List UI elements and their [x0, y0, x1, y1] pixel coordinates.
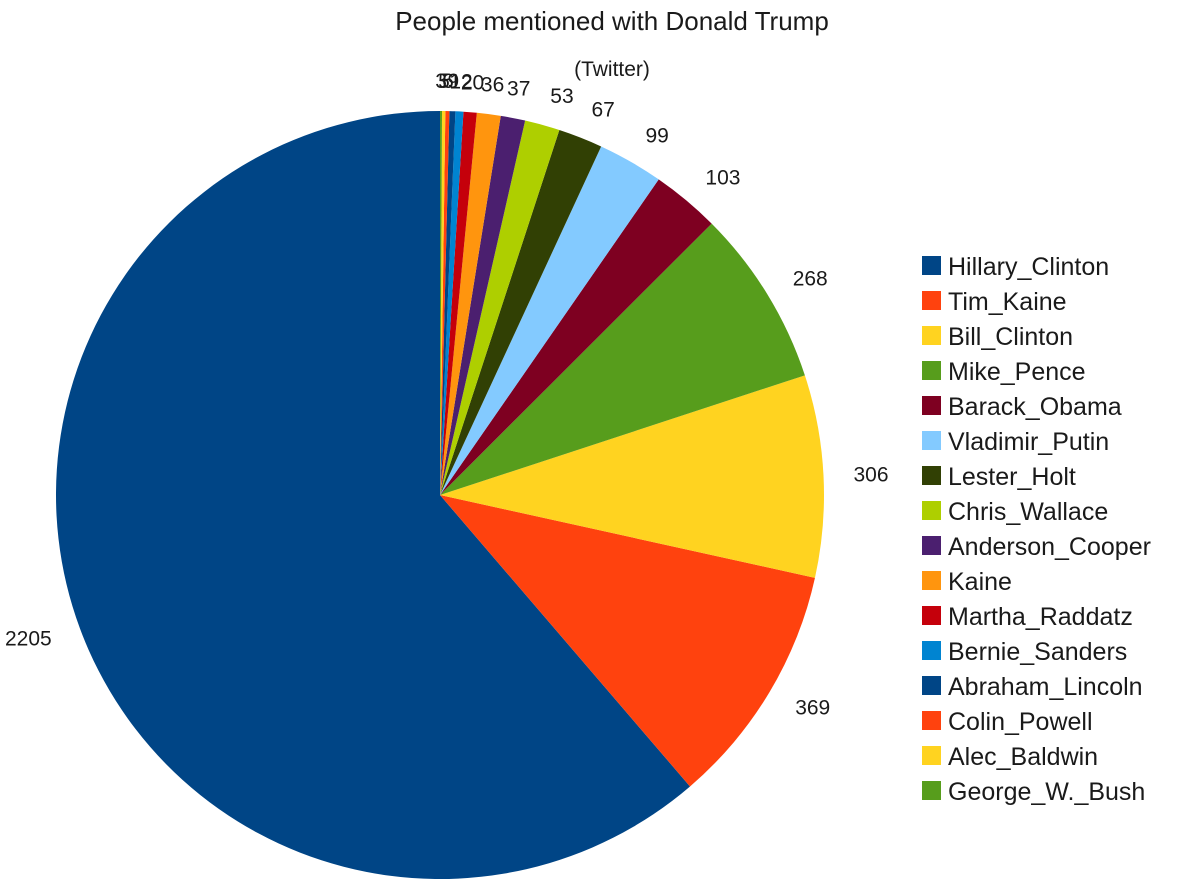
legend-swatch-bernie-sanders	[922, 641, 941, 660]
legend-swatch-bill-clinton	[922, 326, 941, 345]
legend-swatch-colin-powell	[922, 711, 941, 730]
pie-slice-martha-raddatz	[440, 111, 477, 495]
pie-slice-vladimir-putin	[440, 146, 659, 495]
pie-slice-bill-clinton	[440, 375, 824, 578]
value-label-colin-powell: 6	[442, 70, 454, 93]
value-label-bill-clinton: 306	[854, 463, 889, 486]
legend-label-george-w-bush: George_W._Bush	[948, 778, 1145, 806]
legend-swatch-martha-raddatz	[922, 606, 941, 625]
pie-slice-tim-kaine	[440, 495, 815, 787]
legend-label-vladimir-putin: Vladimir_Putin	[948, 428, 1109, 456]
value-label-vladimir-putin: 99	[646, 125, 669, 148]
legend-label-mike-pence: Mike_Pence	[948, 358, 1086, 386]
value-label-anderson-cooper: 37	[507, 78, 530, 101]
legend-swatch-lester-holt	[922, 466, 941, 485]
value-label-chris-wallace: 53	[550, 85, 573, 108]
legend-swatch-george-w-bush	[922, 781, 941, 800]
pie-slice-bernie-sanders	[440, 111, 464, 495]
legend-label-bernie-sanders: Bernie_Sanders	[948, 638, 1127, 666]
chart-subtitle: (Twitter)	[574, 58, 650, 81]
value-label-lester-holt: 67	[592, 99, 615, 122]
legend-swatch-vladimir-putin	[922, 431, 941, 450]
legend-label-abraham-lincoln: Abraham_Lincoln	[948, 673, 1143, 701]
value-label-george-w-bush: 3	[435, 70, 447, 93]
pie-slice-alec-baldwin	[440, 111, 446, 495]
legend-label-anderson-cooper: Anderson_Cooper	[948, 533, 1151, 561]
legend-label-colin-powell: Colin_Powell	[948, 708, 1093, 736]
pie-slice-barack-obama	[440, 179, 712, 495]
legend-label-kaine: Kaine	[948, 568, 1012, 596]
value-label-mike-pence: 268	[793, 267, 828, 290]
legend-swatch-hillary-clinton	[922, 256, 941, 275]
pie-slice-george-w-bush	[440, 111, 443, 495]
legend-label-lester-holt: Lester_Holt	[948, 463, 1076, 491]
pie-slice-colin-powell	[440, 111, 450, 495]
pie-slice-mike-pence	[440, 223, 805, 495]
legend-swatch-tim-kaine	[922, 291, 941, 310]
legend-label-alec-baldwin: Alec_Baldwin	[948, 743, 1098, 771]
legend-swatch-abraham-lincoln	[922, 676, 941, 695]
legend-swatch-barack-obama	[922, 396, 941, 415]
pie-slices	[55, 111, 824, 879]
legend-label-bill-clinton: Bill_Clinton	[948, 323, 1073, 351]
value-label-tim-kaine: 369	[795, 697, 830, 720]
legend-swatch-alec-baldwin	[922, 746, 941, 765]
value-label-kaine: 36	[481, 73, 504, 96]
legend-label-hillary-clinton: Hillary_Clinton	[948, 253, 1109, 281]
pie-slice-anderson-cooper	[440, 115, 526, 495]
legend-swatch-anderson-cooper	[922, 536, 941, 555]
legend-label-chris-wallace: Chris_Wallace	[948, 498, 1108, 526]
value-label-bernie-sanders: 12	[449, 71, 472, 94]
legend-swatch-kaine	[922, 571, 941, 590]
pie-slice-lester-holt	[440, 130, 602, 495]
legend: Hillary_Clinton Tim_Kaine Bill_Clinton Mike…	[922, 253, 1151, 806]
value-label-martha-raddatz: 20	[461, 71, 484, 94]
pie-slice-hillary-clinton	[55, 111, 691, 879]
value-label-barack-obama: 103	[705, 166, 740, 189]
legend-label-martha-raddatz: Martha_Raddatz	[948, 603, 1133, 631]
legend-swatch-chris-wallace	[922, 501, 941, 520]
pie-slice-chris-wallace	[440, 120, 560, 496]
value-label-abraham-lincoln: 9	[448, 70, 460, 93]
legend-label-tim-kaine: Tim_Kaine	[948, 288, 1067, 316]
legend-swatch-mike-pence	[922, 361, 941, 380]
value-label-alec-baldwin: 5	[438, 70, 450, 93]
value-label-hillary-clinton: 2205	[5, 628, 52, 651]
pie-slice-kaine	[440, 112, 501, 496]
pie-slice-abraham-lincoln	[440, 111, 456, 496]
chart-title: People mentioned with Donald Trump	[395, 6, 829, 36]
legend-label-barack-obama: Barack_Obama	[948, 393, 1122, 421]
